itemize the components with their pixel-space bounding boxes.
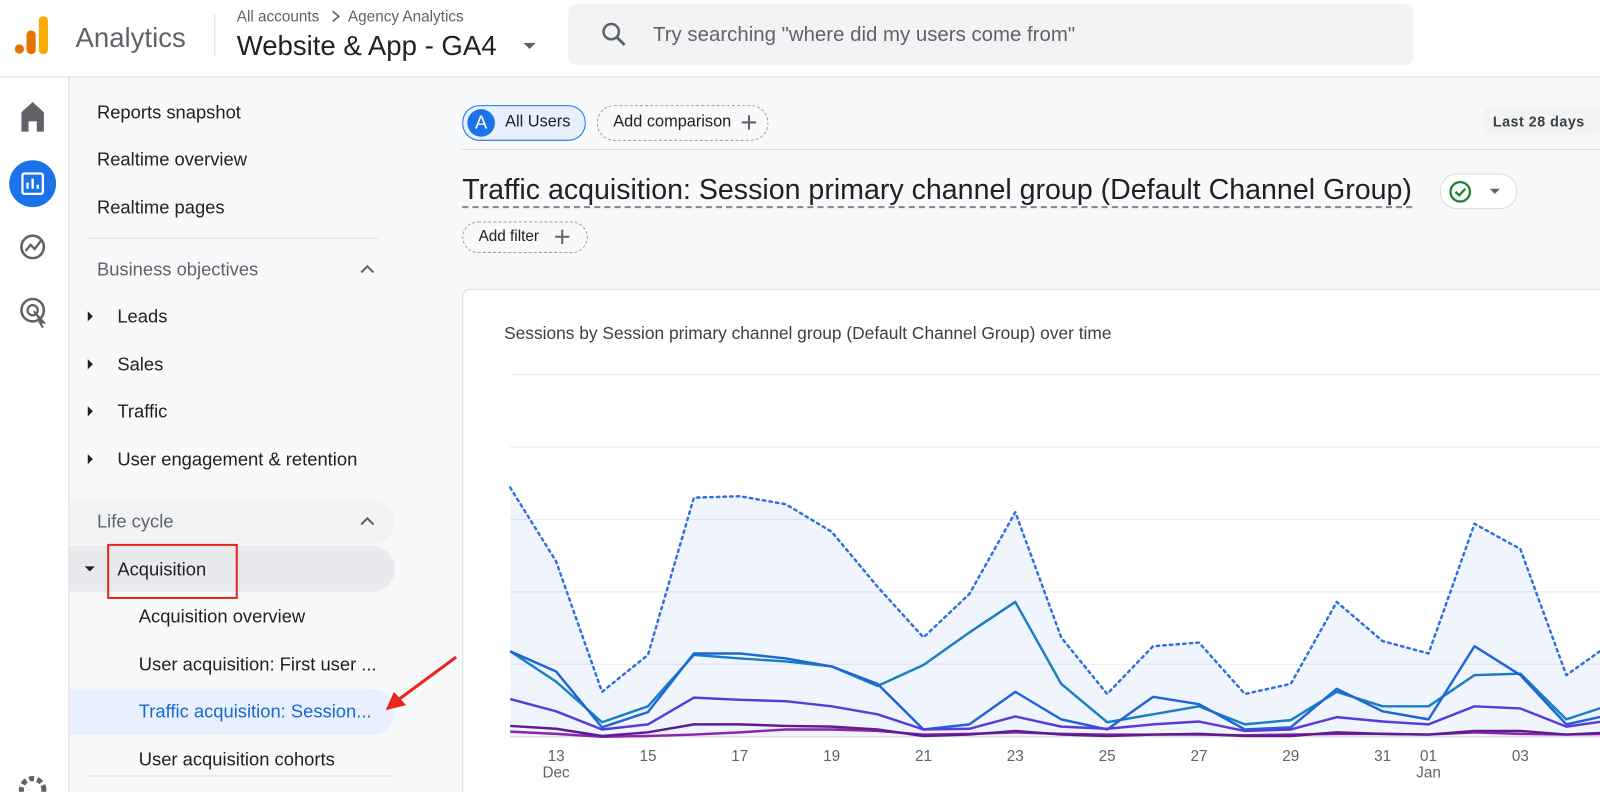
advertising-icon[interactable] xyxy=(20,297,46,323)
nav-item[interactable]: Leads xyxy=(117,306,168,327)
selected-bg xyxy=(69,545,395,592)
area xyxy=(510,487,1600,737)
expand-arrow xyxy=(84,566,95,572)
report-title[interactable]: Traffic acquisition: Session primary cha… xyxy=(462,173,1412,209)
add-filter-label: Add filter xyxy=(478,227,539,245)
settings-icon[interactable] xyxy=(18,776,47,792)
breadcrumb[interactable]: All accounts xyxy=(236,8,320,26)
rail-icons xyxy=(9,102,57,792)
section-title[interactable]: Business objectives xyxy=(96,259,259,280)
x-tick-sublabel: Dec xyxy=(543,765,571,782)
x-tick-sublabel: Jan xyxy=(1416,765,1441,782)
dropdown-arrow[interactable] xyxy=(522,41,536,51)
date-range: Last 28 days xyxy=(1492,113,1585,130)
nav-item[interactable]: User acquisition: First user ... xyxy=(138,654,377,675)
x-tick-label: 03 xyxy=(1512,748,1529,765)
chart-card xyxy=(462,288,1600,792)
plus-icon xyxy=(741,115,757,130)
plus-icon xyxy=(555,229,570,244)
divider xyxy=(86,237,378,239)
property-name[interactable]: Website & App - GA4 xyxy=(236,30,497,62)
nav-item[interactable]: Realtime pages xyxy=(96,196,225,218)
x-tick-label: 23 xyxy=(1007,748,1024,765)
search-placeholder: Try searching "where did my users come f… xyxy=(653,23,1076,46)
active-bg xyxy=(69,688,395,735)
collapse-icon[interactable] xyxy=(359,513,375,529)
status-icon xyxy=(1449,181,1500,203)
x-tick-label: 15 xyxy=(639,748,656,765)
x-tick-label: 29 xyxy=(1282,748,1299,765)
section-title[interactable]: Life cycle xyxy=(96,511,174,532)
x-tick-label: 21 xyxy=(915,748,932,765)
x-tick-label: 25 xyxy=(1099,748,1116,765)
divider xyxy=(214,14,216,58)
series-line xyxy=(509,644,1600,731)
nav-item[interactable]: User engagement & retention xyxy=(117,448,358,470)
series-line xyxy=(509,696,1600,733)
expand-arrows xyxy=(87,311,93,465)
segment-badge: A xyxy=(467,109,495,137)
segment-label: All Users xyxy=(505,113,571,131)
section-bg xyxy=(69,499,395,544)
collapse-icon[interactable] xyxy=(359,261,375,277)
annotation-arrow xyxy=(385,655,458,711)
divider xyxy=(86,775,391,777)
x-tick-label: 19 xyxy=(823,748,840,765)
date-chip[interactable] xyxy=(1484,108,1600,135)
highlight-box xyxy=(107,543,238,599)
series-line xyxy=(508,486,1600,696)
chart-title: Sessions by Session primary channel grou… xyxy=(504,323,1112,343)
nav-item[interactable]: Realtime overview xyxy=(96,148,248,170)
nav-item[interactable]: Reports snapshot xyxy=(96,102,241,123)
x-tick-label: 27 xyxy=(1190,748,1207,765)
x-tick-label: 13 xyxy=(548,748,565,765)
logo xyxy=(14,16,48,55)
add-comparison-label: Add comparison xyxy=(613,113,732,131)
nav-item[interactable]: User acquisition cohorts xyxy=(138,748,335,770)
status-chip[interactable] xyxy=(1439,173,1518,210)
nav-item[interactable]: Acquisition xyxy=(117,559,207,580)
chevron xyxy=(332,10,341,23)
explore-icon[interactable] xyxy=(20,234,46,260)
nav-item[interactable]: Acquisition overview xyxy=(138,606,306,627)
nav-item[interactable]: Traffic xyxy=(117,401,168,422)
search-box[interactable] xyxy=(568,4,1414,66)
x-tick-label: 01 xyxy=(1420,748,1437,765)
nav-item[interactable]: Sales xyxy=(117,354,164,375)
search-icon xyxy=(602,22,626,46)
x-tick-label: 31 xyxy=(1374,748,1391,765)
breadcrumb[interactable]: Agency Analytics xyxy=(347,8,464,26)
nav-item-active[interactable]: Traffic acquisition: Session... xyxy=(138,701,372,722)
x-tick-label: 17 xyxy=(731,748,748,765)
add-filter-chip[interactable] xyxy=(462,221,588,254)
series-line xyxy=(510,723,1600,738)
app-name: Analytics xyxy=(75,22,186,54)
divider xyxy=(462,148,1600,150)
add-comparison-chip[interactable] xyxy=(596,105,769,141)
home-icon[interactable] xyxy=(21,102,44,132)
